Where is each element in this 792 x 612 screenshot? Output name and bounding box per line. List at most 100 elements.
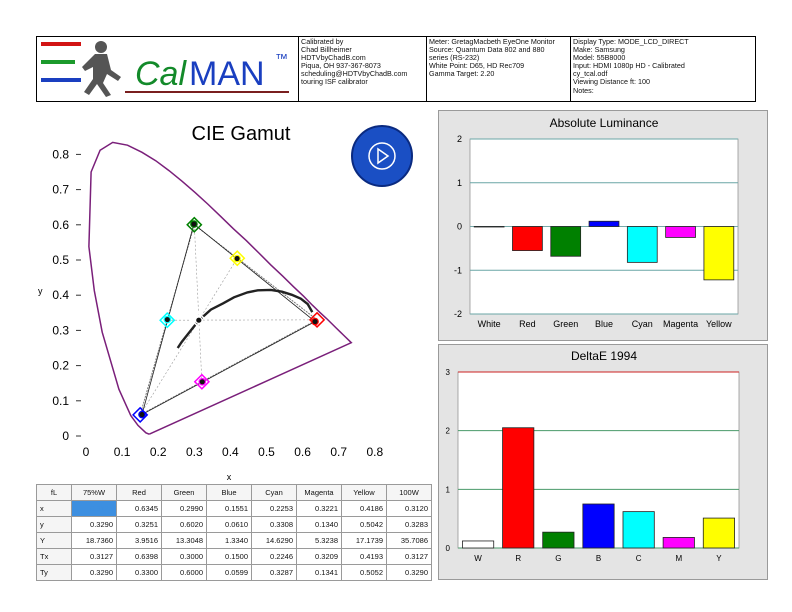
luminance-x-tick-label: Cyan [632, 319, 653, 329]
deltae-y-tick-label: 0 [446, 544, 451, 553]
logo-graphic: Cal MAN ™ [41, 41, 289, 97]
play-button-circle[interactable] [351, 125, 413, 187]
table-cell[interactable]: 5.3238 [296, 532, 342, 549]
table-cell[interactable]: 0.3283 [386, 516, 432, 533]
luminance-bar-blue [588, 220, 620, 227]
white-point-line: White Point: D65, HD Rec709 [429, 62, 525, 71]
table-cell[interactable]: 0.3209 [296, 548, 342, 565]
table-cell[interactable]: 17.1739 [341, 532, 387, 549]
table-cell[interactable]: 0.2990 [161, 500, 207, 517]
deltae-y-tick-label: 1 [446, 485, 451, 494]
play-button[interactable] [351, 125, 413, 187]
luminance-bar-cyan [626, 226, 658, 263]
table-cell[interactable]: 0.3300 [116, 564, 162, 581]
table-cell[interactable]: 3.9516 [116, 532, 162, 549]
luminance-bar-magenta [665, 226, 696, 238]
table-cell[interactable]: 0.3127 [71, 548, 117, 565]
table-cell[interactable]: 0.3125 [71, 500, 117, 517]
luminance-x-tick-label: Red [519, 319, 536, 329]
cie-y-tick-label: 0.8 [52, 147, 69, 161]
table-column-header: Magenta [296, 484, 342, 501]
calibrated-by-line: Calibrated by [301, 38, 344, 46]
cie-y-tick-label: 0.3 [52, 323, 69, 337]
table-cell[interactable]: 0.4193 [341, 548, 387, 565]
table-cell[interactable]: 0.6020 [161, 516, 207, 533]
deltae-bar-b [582, 503, 615, 549]
absolute-luminance-panel: Absolute Luminance -2 -1 0 1 2 White Red Green… [438, 110, 768, 341]
table-cell[interactable]: 0.3287 [251, 564, 297, 581]
deltae-bar-c [622, 511, 655, 549]
table-column-header: 100W [386, 484, 432, 501]
table-cell[interactable]: 0.2253 [251, 500, 297, 517]
table-row[interactable]: Y 18.7360 3.9516 13.3048 1.3340 14.6290 5.3238… [36, 532, 432, 549]
table-column-header: 75%W [71, 484, 117, 501]
table-cell[interactable]: 0.3127 [386, 548, 432, 565]
viewing-distance-line: Viewing Distance ft: 100 [573, 78, 650, 87]
gamut-data-table: fL 75%W Red Green Blue Cyan Magenta Yellow 100W x… [36, 484, 432, 581]
table-cell[interactable]: 0.3290 [71, 564, 117, 581]
table-cell[interactable]: 0.2246 [251, 548, 297, 565]
table-cell[interactable]: 0.3290 [386, 564, 432, 581]
deltae-x-tick-label: Y [716, 554, 722, 563]
cie-x-tick-label: 0.7 [330, 445, 347, 459]
table-cell[interactable]: 0.3251 [116, 516, 162, 533]
cie-target-marker-yellow [229, 250, 246, 267]
calibrator-title: touring ISF calibrator [301, 78, 368, 87]
table-cell[interactable]: 0.4186 [341, 500, 387, 517]
luminance-bar-green [550, 226, 582, 257]
table-cell[interactable]: 14.6290 [251, 532, 297, 549]
luminance-bar-yellow [703, 226, 735, 281]
table-row[interactable]: Tx 0.3127 0.6398 0.3000 0.1500 0.2246 0.3209 0.… [36, 548, 432, 565]
table-cell[interactable]: 0.3221 [296, 500, 342, 517]
luminance-x-tick-label: White [478, 319, 501, 329]
calibrator-name: Chad Billheimer [301, 46, 352, 55]
table-row[interactable]: y 0.3290 0.3251 0.6020 0.0610 0.3308 0.1340 0.5… [36, 516, 432, 533]
table-row[interactable]: Ty 0.3290 0.3300 0.6000 0.0599 0.3287 0.1341 0.… [36, 564, 432, 581]
cie-x-tick-label: 0.6 [294, 445, 311, 459]
logo-text-man: MAN [189, 55, 265, 93]
meter-info: Meter: GretagMacbeth EyeOne Monitor Sour… [427, 37, 571, 101]
table-cell[interactable]: 0.3290 [71, 516, 117, 533]
table-row-label: Y [36, 532, 72, 549]
table-cell[interactable]: 0.1500 [206, 548, 252, 565]
table-cell[interactable]: 0.3308 [251, 516, 297, 533]
secondary-line [194, 224, 203, 382]
cie-y-tick-label: 0.5 [52, 253, 69, 267]
deltae-bar-g [542, 531, 575, 549]
table-cell[interactable]: 0.5052 [341, 564, 387, 581]
cie-measured-point-red [311, 317, 319, 326]
table-cell[interactable]: 0.0610 [206, 516, 252, 533]
table-cell[interactable]: 0.5042 [341, 516, 387, 533]
table-row[interactable]: x 0.3125 0.6345 0.2990 0.1551 0.2253 0.3221 0.4… [36, 500, 432, 517]
deltae-x-tick-label: G [555, 554, 561, 563]
table-cell[interactable]: 0.6345 [116, 500, 162, 517]
table-cell[interactable]: 0.0599 [206, 564, 252, 581]
table-cell[interactable]: 0.6000 [161, 564, 207, 581]
table-cell[interactable]: 0.3000 [161, 548, 207, 565]
table-cell[interactable]: 18.7360 [71, 532, 117, 549]
cie-y-tick-label: 0.6 [52, 218, 69, 232]
cie-y-tick-label: 0.1 [52, 394, 69, 408]
table-cell[interactable]: 0.6398 [116, 548, 162, 565]
cie-measured-point-magenta [198, 377, 207, 386]
table-cell[interactable]: 0.3120 [386, 500, 432, 517]
deltae-x-tick-label: M [675, 554, 682, 563]
cie-x-axis: 0 0.1 0.2 0.3 0.4 0.5 0.6 0.7 0.8 [83, 445, 384, 459]
table-cell[interactable]: 0.1340 [296, 516, 342, 533]
luminance-y-tick-label: 0 [457, 222, 462, 232]
table-cell[interactable]: 1.3340 [206, 532, 252, 549]
cie-y-tick-label: 0.2 [52, 359, 69, 373]
table-cell[interactable]: 0.1551 [206, 500, 252, 517]
table-cell[interactable]: 0.1341 [296, 564, 342, 581]
play-icon [377, 147, 390, 165]
file-line: cy_tcal.odf [573, 70, 608, 79]
spectral-locus-curve [88, 141, 353, 435]
calibrator-email: scheduling@HDTVbyChadB.com [301, 70, 408, 79]
table-cell[interactable]: 35.7086 [386, 532, 432, 549]
luminance-chart-title: Absolute Luminance [550, 116, 659, 130]
deltae-chart-title: DeltaE 1994 [571, 349, 637, 363]
table-header-row: fL 75%W Red Green Blue Cyan Magenta Yellow 100W [36, 484, 432, 501]
table-cell[interactable]: 13.3048 [161, 532, 207, 549]
deltae-bar-y [702, 517, 735, 549]
display-type-line: Display Type: MODE_LCD_DIRECT [573, 38, 689, 46]
